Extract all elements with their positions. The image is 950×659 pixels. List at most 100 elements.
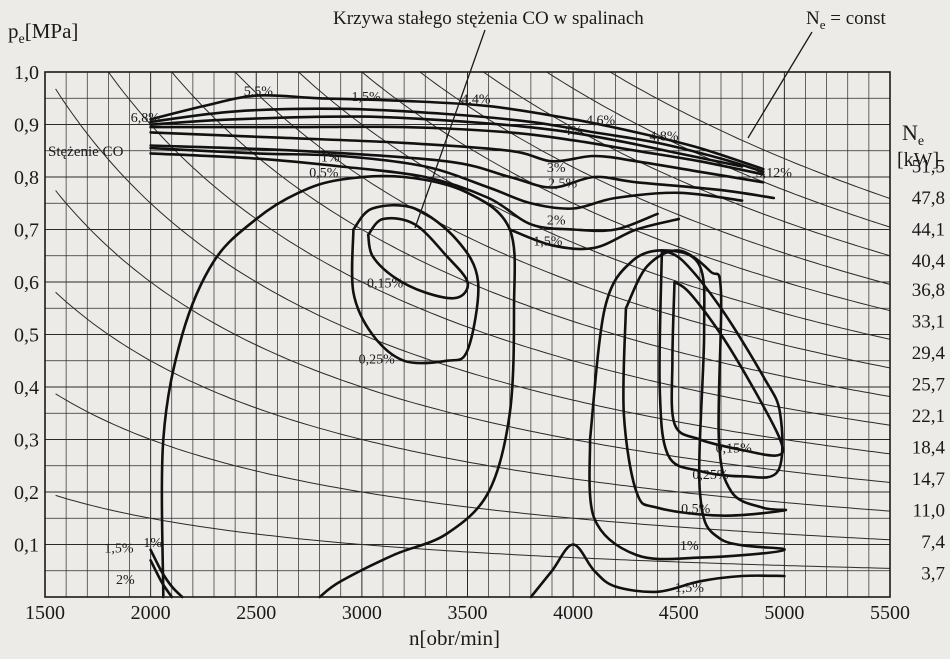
co-contour-label: 1%	[143, 536, 162, 551]
co-contour-label: 1%	[680, 539, 699, 554]
y-axis-label-symbol: p	[8, 19, 19, 43]
co-contour-label: 5,12%	[756, 166, 793, 181]
co-contour-label: 0,25%	[692, 468, 729, 483]
x-axis-label: n[obr/min]	[409, 626, 500, 650]
ne-const-curve	[609, 71, 891, 199]
ne-level-label: 44,1	[912, 220, 945, 241]
co-contour-label: 0,15%	[367, 276, 404, 291]
ne-const-curve	[298, 71, 891, 340]
ne-const-curve	[546, 71, 891, 228]
x-tick-label: 4000	[553, 602, 593, 624]
co-contour-c-1pct	[149, 146, 744, 210]
co-contour-label: 1,5%	[533, 234, 563, 249]
co-contour-label: 2%	[116, 573, 135, 588]
ne-const-curve	[55, 494, 891, 569]
co-contour-c-0-5pct	[149, 152, 659, 233]
ne-level-label: 14,7	[912, 469, 945, 490]
co-contour-label: 0,25%	[359, 352, 396, 367]
callout-co-leader	[414, 29, 486, 229]
ne-level-label: 51,5	[912, 157, 945, 178]
co-contour-label: 3%	[547, 161, 566, 176]
right-axis-label-symbol: N	[902, 120, 918, 145]
ne-const-curve	[171, 71, 891, 397]
callout-ne-text: Ne = const	[806, 8, 887, 32]
callout-ne-leader	[747, 31, 813, 139]
co-contour-label: 5,5%	[244, 85, 274, 100]
co-contour-label: 2,5%	[548, 177, 578, 192]
co-contour-bottom-left-1	[149, 548, 184, 599]
co-contour-island-left-0-25	[350, 203, 480, 365]
x-tick-label: 2500	[236, 602, 276, 624]
co-contour-bottom-left-2	[149, 559, 174, 599]
ne-level-label: 40,4	[912, 251, 946, 272]
y-axis-label-sub: e	[19, 32, 25, 47]
co-contour-label: 1%	[321, 150, 340, 165]
callout-co-curve-text: Krzywa stałego stężenia CO w spalinach	[333, 8, 644, 29]
co-contour-c-2-5pct	[149, 144, 776, 200]
ne-level-label: 7,4	[921, 532, 945, 553]
co-contour-label: 1,5%	[104, 541, 134, 556]
contour-labels: 6,8%5,5% 1,5% 4,4%4,6%4% 4,8%5,12%1%0,5% 3%2…	[104, 85, 792, 596]
co-contour-full-load-2	[149, 107, 765, 174]
callout-ne-sub: e	[820, 17, 826, 32]
co-contour-right-island-0-15	[670, 280, 785, 457]
ne-const-curve	[234, 71, 891, 369]
co-contour-right-island-0-25	[658, 249, 784, 479]
co-contour-island-left-0-15	[366, 216, 470, 300]
co-contour-label: 0,15%	[716, 442, 753, 457]
x-tick-label: 3500	[448, 602, 488, 624]
ne-const-curve	[361, 71, 891, 312]
co-contour-big-left-loop	[160, 174, 517, 599]
co-contour-label: 1,5%	[675, 581, 705, 596]
co-contour-label: 1,5%	[352, 90, 382, 105]
callout-ne-symbol: N	[806, 8, 820, 29]
co-contour-label: 0,5%	[681, 502, 711, 517]
co-contour-full-load-4	[149, 125, 765, 176]
right-axis-label-unit: [kW]	[897, 149, 939, 171]
y-tick-label: 0,3	[14, 430, 39, 452]
callout-ne-rest: = const	[826, 8, 887, 29]
ne-level-label: 36,8	[912, 280, 945, 301]
co-contour-label: 4%	[564, 124, 583, 139]
axes: 1500 2000 2500 3000 3500 4000 4500 5000 5500 0,1 0…	[14, 62, 946, 624]
ne-level-label: 29,4	[912, 343, 946, 364]
ne-level-label: 33,1	[912, 312, 945, 333]
co-contour-label: 4,6%	[586, 114, 616, 129]
ne-const-curve	[55, 393, 891, 541]
y-tick-label: 0,7	[14, 220, 39, 242]
ne-const-curve	[55, 88, 891, 455]
x-tick-label: 5500	[870, 602, 910, 624]
y-axis-label-unit: [MPa]	[25, 19, 79, 43]
co-contour-label: 2%	[547, 213, 566, 228]
y-tick-label: 0,5	[14, 325, 39, 347]
right-axis-label: Ne	[902, 120, 924, 149]
y-tick-label: 1,0	[14, 62, 39, 84]
co-contour-label: 0,5%	[309, 166, 339, 181]
ne-level-label: 3,7	[921, 564, 945, 585]
ne-level-label: 22,1	[912, 406, 945, 427]
y-tick-label: 0,2	[14, 482, 39, 504]
x-tick-label: 2000	[131, 602, 171, 624]
y-tick-label: 0,4	[14, 377, 39, 399]
co-contour-right-bottom-1-5	[529, 543, 786, 599]
x-tick-label: 1500	[25, 602, 65, 624]
ne-level-label: 25,7	[912, 375, 945, 396]
x-tick-label: 3000	[342, 602, 382, 624]
x-tick-label: 5000	[764, 602, 804, 624]
x-tick-label: 4500	[659, 602, 699, 624]
co-contour-right-island-1	[588, 248, 786, 561]
y-tick-label: 0,1	[14, 535, 39, 557]
co-contours	[149, 94, 788, 599]
ne-const-curve	[107, 71, 891, 426]
co-contour-label: 4,4%	[461, 93, 491, 108]
ne-level-label: 47,8	[912, 188, 945, 209]
co-contour-full-load-3	[149, 115, 744, 168]
y-tick-label: 0,9	[14, 115, 39, 137]
ne-const-curve	[55, 190, 891, 483]
ne-const-curve	[55, 291, 891, 512]
co-contour-label: 6,8%	[131, 111, 161, 126]
co-contour-c-1-5pct-mid	[508, 217, 681, 251]
ne-level-label: 11,0	[912, 501, 945, 522]
